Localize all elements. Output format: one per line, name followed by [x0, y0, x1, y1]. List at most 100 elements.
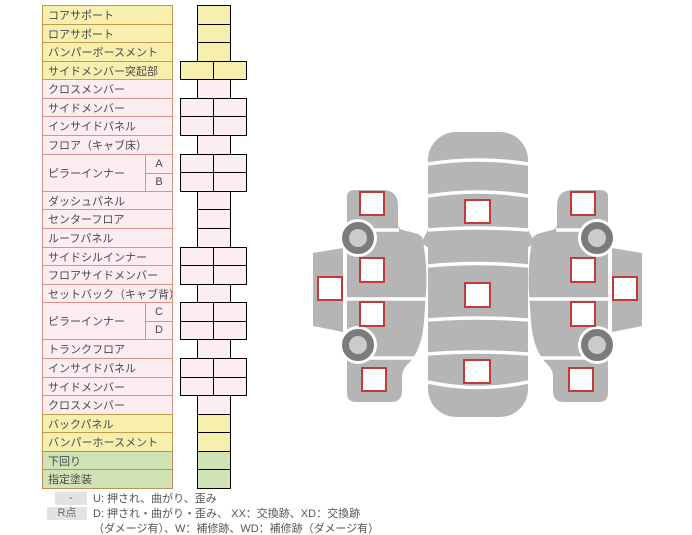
- damage-cell[interactable]: [213, 247, 247, 266]
- pillar-sub-label: C: [146, 303, 172, 322]
- damage-cell-row: [180, 61, 247, 80]
- part-row-8: フロア（キャブ床）: [42, 135, 173, 155]
- part-label: クロスメンバー: [48, 400, 125, 412]
- damage-cell[interactable]: [213, 61, 247, 80]
- part-row-1: コアサポート: [42, 5, 173, 25]
- damage-cell-row: [180, 154, 247, 173]
- damage-cell[interactable]: [180, 116, 214, 136]
- panel-gap-lines: [427, 158, 529, 390]
- damage-cell[interactable]: [196, 339, 231, 359]
- damage-cell[interactable]: [180, 321, 214, 340]
- damage-cell[interactable]: [196, 469, 231, 489]
- damage-cell[interactable]: [196, 5, 231, 25]
- part-row-22: バンパーホースメント: [42, 432, 173, 452]
- damage-cell-row: [180, 191, 247, 210]
- part-label: ルーフパネル: [48, 233, 114, 245]
- legend: - U: 押され、曲がり、歪み R点 D: 押され・曲がり・歪み、 XX：交換跡…: [42, 491, 442, 535]
- damage-cell[interactable]: [213, 302, 247, 322]
- damage-cell[interactable]: [213, 321, 247, 340]
- damage-cell[interactable]: [196, 79, 231, 99]
- part-label: バンパーボースメント: [48, 47, 158, 59]
- part-row-14: フロアサイドメンバー: [42, 265, 173, 285]
- part-label: インサイドパネル: [48, 363, 136, 375]
- car-diagram: [305, 132, 645, 417]
- damage-cell[interactable]: [180, 377, 214, 396]
- damage-cell[interactable]: [213, 265, 247, 285]
- part-label: サイドメンバー: [48, 381, 125, 394]
- damage-cell-row: [180, 265, 247, 285]
- damage-cell-row: [180, 321, 247, 340]
- damage-cell[interactable]: [196, 24, 231, 43]
- part-label: サイドメンバー: [48, 102, 125, 115]
- damage-cell-row: [180, 247, 247, 266]
- part-row-3: バンパーボースメント: [42, 42, 173, 62]
- damage-cell-row: [180, 414, 247, 433]
- damage-cell[interactable]: [180, 302, 214, 322]
- part-row-16: ピラーインナー C D: [42, 302, 173, 340]
- left-mirror-wing: [421, 228, 429, 248]
- damage-cell[interactable]: [196, 209, 231, 229]
- damage-cell-row: [180, 451, 247, 470]
- part-row-21: バックパネル: [42, 414, 173, 433]
- damage-cell[interactable]: [196, 284, 231, 303]
- damage-marker[interactable]: [463, 359, 491, 384]
- pillar-sub-label: A: [146, 155, 172, 174]
- damage-cell[interactable]: [180, 358, 214, 378]
- part-row-9: ピラーインナー A B: [42, 154, 173, 192]
- damage-cell[interactable]: [196, 414, 231, 433]
- top-view: [421, 132, 535, 417]
- legend-line-3: （ダメージ有）、W：補修跡、WD：補修跡（ダメージ有）: [42, 521, 442, 535]
- pillar-sub-label: D: [155, 324, 163, 337]
- damage-cell-row: [180, 5, 247, 25]
- damage-cell[interactable]: [180, 265, 214, 285]
- damage-cells-column: [180, 5, 247, 489]
- damage-cell[interactable]: [180, 172, 214, 192]
- damage-cell-row: [180, 42, 247, 62]
- part-row-12: ルーフパネル: [42, 228, 173, 248]
- part-row-18: インサイドパネル: [42, 358, 173, 378]
- legend-text-r: D: 押され・曲がり・歪み、 XX：交換跡、XD：交換跡: [93, 508, 361, 520]
- damage-cell[interactable]: [180, 154, 214, 173]
- damage-cell-row: [180, 135, 247, 155]
- damage-cell[interactable]: [180, 247, 214, 266]
- legend-text-u: U: 押され、曲がり、歪み: [93, 493, 217, 505]
- legend-line-2: R点 D: 押され・曲がり・歪み、 XX：交換跡、XD：交換跡: [42, 506, 442, 520]
- damage-cell[interactable]: [196, 228, 231, 248]
- part-row-15: セットバック（キャブ背）: [42, 284, 173, 303]
- part-label: ダッシュパネル: [48, 195, 125, 208]
- damage-cell-row: [180, 302, 247, 322]
- damage-cell-row: [180, 24, 247, 43]
- damage-cell-row: [180, 172, 247, 192]
- part-label: フロア（キャブ床）: [48, 140, 147, 152]
- damage-cell[interactable]: [196, 395, 231, 415]
- damage-cell[interactable]: [196, 135, 231, 155]
- part-row-10: ダッシュパネル: [42, 191, 173, 210]
- damage-cell[interactable]: [213, 98, 247, 117]
- damage-cell[interactable]: [213, 377, 247, 396]
- damage-cell[interactable]: [196, 191, 231, 210]
- legend-badge-r: R点: [47, 506, 87, 520]
- car-top-body: [428, 132, 528, 417]
- damage-cell-row: [180, 358, 247, 378]
- part-label: ピラーインナー: [48, 316, 125, 328]
- damage-marker[interactable]: [464, 199, 491, 224]
- damage-cell[interactable]: [180, 98, 214, 117]
- part-row-23: 下回り: [42, 451, 173, 470]
- damage-cell[interactable]: [196, 432, 231, 452]
- damage-cell-row: [180, 79, 247, 99]
- part-label: バックパネル: [48, 418, 114, 431]
- legend-line-1: - U: 押され、曲がり、歪み: [42, 491, 442, 505]
- damage-cell[interactable]: [213, 358, 247, 378]
- damage-cell[interactable]: [180, 61, 214, 80]
- damage-cell[interactable]: [196, 451, 231, 470]
- damage-cell-row: [180, 339, 247, 359]
- damage-cell[interactable]: [213, 154, 247, 173]
- damage-cell[interactable]: [213, 172, 247, 192]
- part-label: 下回り: [48, 455, 81, 468]
- part-label: トランクフロア: [48, 344, 125, 356]
- damage-cell[interactable]: [213, 116, 247, 136]
- pillar-sub-label: B: [155, 176, 163, 189]
- damage-cell[interactable]: [196, 42, 231, 62]
- damage-marker[interactable]: [464, 282, 491, 308]
